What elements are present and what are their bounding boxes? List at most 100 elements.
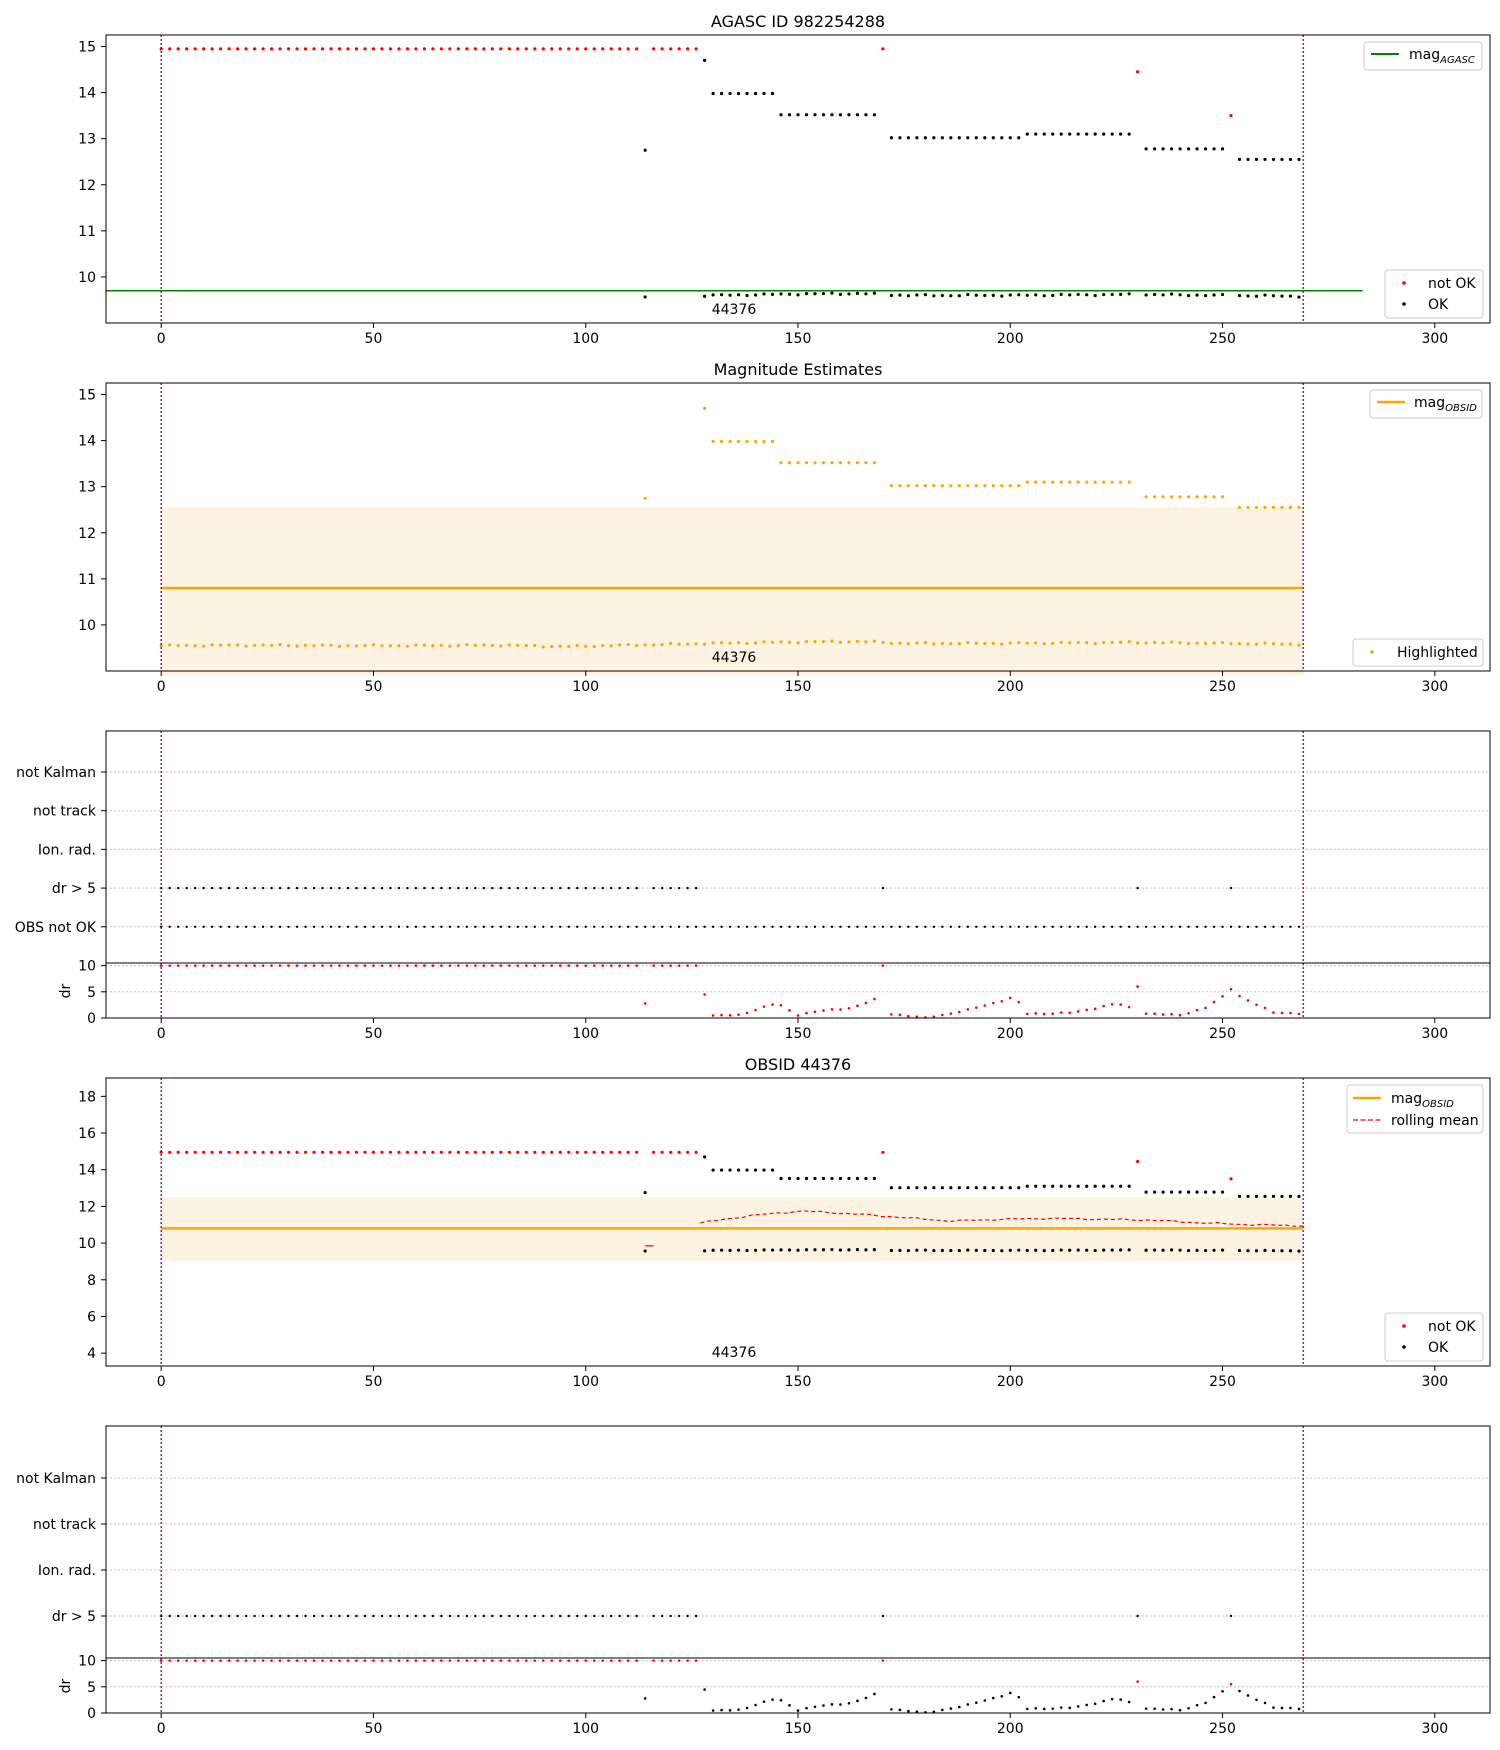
mag-point bbox=[770, 640, 775, 644]
not-ok-point bbox=[473, 47, 477, 51]
dr-point bbox=[550, 964, 554, 967]
mag-point bbox=[1076, 480, 1080, 484]
flag-point bbox=[525, 886, 528, 890]
flag-point bbox=[898, 925, 902, 928]
flag-point bbox=[1153, 925, 1156, 928]
y-tick-label: 0 bbox=[87, 1706, 96, 1722]
dr-point bbox=[1059, 1011, 1063, 1014]
flag-point bbox=[270, 886, 273, 890]
mag-point bbox=[584, 644, 588, 648]
mag-point bbox=[745, 1248, 749, 1253]
mag-point bbox=[1254, 294, 1259, 298]
mag-point bbox=[1254, 642, 1259, 646]
legend-points-box: not OK OK bbox=[1384, 269, 1484, 319]
dr-point bbox=[482, 964, 486, 967]
flag-point bbox=[202, 925, 205, 928]
x-tick-label: 100 bbox=[572, 1721, 599, 1737]
flag-point bbox=[652, 886, 655, 890]
mag-point bbox=[906, 1186, 910, 1190]
dr-point bbox=[711, 1709, 715, 1712]
mag-point bbox=[168, 643, 172, 647]
flag-point bbox=[287, 886, 290, 890]
flag-point bbox=[168, 1614, 171, 1618]
mag-point bbox=[915, 484, 919, 488]
not-ok-point bbox=[541, 47, 545, 51]
dr-point bbox=[932, 1710, 936, 1714]
mag-point bbox=[787, 640, 792, 644]
mag-point bbox=[1246, 505, 1250, 510]
mag-point bbox=[719, 91, 724, 96]
mag-point bbox=[1110, 640, 1114, 645]
mag-point bbox=[261, 643, 265, 647]
flag-point bbox=[847, 925, 851, 928]
mag-point bbox=[923, 1248, 927, 1252]
not-ok-point bbox=[609, 47, 613, 51]
mag-point bbox=[745, 439, 749, 444]
mag-point bbox=[1161, 293, 1165, 297]
dr-point bbox=[728, 1014, 732, 1017]
dr-point bbox=[440, 1659, 443, 1662]
mag-point bbox=[1237, 157, 1242, 162]
dr-point bbox=[1195, 1008, 1199, 1012]
legend-notok-label: not OK bbox=[1428, 1319, 1476, 1335]
mag-point bbox=[1000, 1249, 1004, 1253]
x-tick-label: 200 bbox=[997, 331, 1024, 347]
obsid-annotation: 44376 bbox=[712, 302, 757, 318]
not-ok-point bbox=[516, 47, 520, 51]
not-ok-point bbox=[499, 1150, 503, 1154]
not-ok-point bbox=[669, 47, 673, 51]
dr-point bbox=[822, 1704, 825, 1707]
mag-point bbox=[1051, 132, 1055, 136]
flag-point bbox=[236, 1614, 239, 1618]
plot-area bbox=[106, 963, 1490, 1018]
flag-point bbox=[380, 1614, 384, 1618]
mag-point bbox=[957, 484, 961, 488]
flag-point bbox=[261, 1614, 265, 1618]
mag-point bbox=[669, 641, 673, 645]
legend-notok-marker bbox=[1402, 281, 1406, 285]
mag-point bbox=[974, 641, 978, 645]
mag-point bbox=[949, 136, 953, 140]
mag-point bbox=[847, 640, 851, 644]
mag-point bbox=[1297, 505, 1301, 510]
flag-point bbox=[516, 925, 520, 928]
y-tick-label: 11 bbox=[78, 224, 96, 240]
not-ok-point bbox=[465, 1150, 469, 1154]
flag-point bbox=[363, 886, 367, 890]
mag-point bbox=[1051, 293, 1055, 298]
legend-notok-label: not OK bbox=[1428, 276, 1476, 292]
svg-text:magOBSID: magOBSID bbox=[1391, 1091, 1454, 1110]
dr-point bbox=[669, 964, 672, 967]
dr-point bbox=[363, 964, 367, 967]
mag-point bbox=[1203, 294, 1208, 298]
mag-point bbox=[949, 1186, 953, 1190]
mag-point bbox=[1153, 495, 1157, 499]
flag-point bbox=[346, 1614, 350, 1618]
mag-point bbox=[592, 644, 596, 649]
mag-point bbox=[703, 294, 707, 298]
dr-point bbox=[686, 1659, 689, 1662]
y-tick-label: 14 bbox=[78, 1163, 96, 1179]
dr-point bbox=[304, 1659, 307, 1662]
mag-point bbox=[745, 641, 749, 646]
dr-point bbox=[1068, 1706, 1072, 1710]
dr-point bbox=[431, 964, 435, 967]
not-ok-point bbox=[626, 1150, 630, 1154]
flag-point bbox=[253, 925, 256, 928]
not-ok-point bbox=[236, 1150, 240, 1154]
flag-point bbox=[593, 886, 596, 890]
mag-point bbox=[1068, 1184, 1072, 1188]
mag-point bbox=[906, 642, 910, 646]
dr-point bbox=[975, 1701, 978, 1704]
flag-point bbox=[380, 925, 384, 928]
x-tick-label: 0 bbox=[157, 1721, 166, 1737]
flag-point bbox=[830, 925, 834, 928]
not-ok-point bbox=[567, 1150, 571, 1154]
mag-point bbox=[1195, 641, 1199, 645]
legend-highlighted-label: Highlighted bbox=[1397, 645, 1478, 661]
mag-point bbox=[1144, 147, 1148, 151]
mag-point bbox=[711, 439, 715, 444]
mag-point bbox=[1229, 642, 1233, 646]
flag-row-label: not track bbox=[33, 804, 97, 820]
